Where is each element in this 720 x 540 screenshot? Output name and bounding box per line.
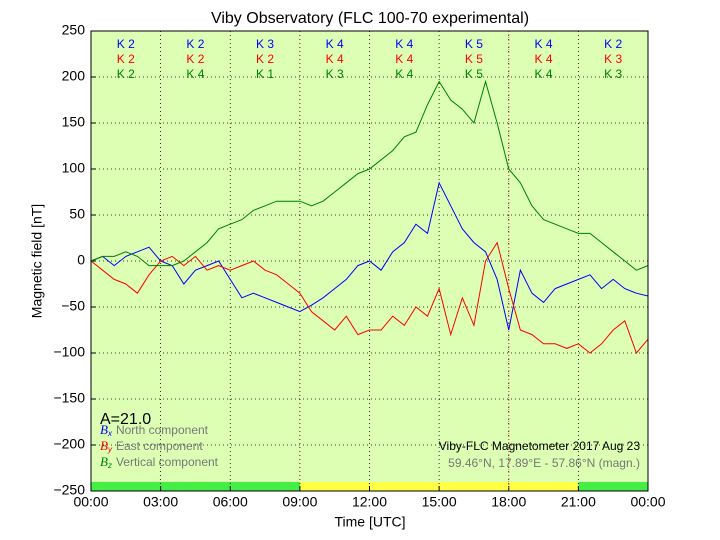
status-segment (578, 482, 648, 491)
k-index: K 1 (256, 67, 274, 81)
k-index: K 5 (465, 52, 483, 66)
x-tick-label: 00:00 (630, 494, 665, 510)
k-index: K 2 (117, 67, 135, 81)
series-line (90, 79, 649, 271)
k-index: K 3 (326, 67, 344, 81)
legend-symbol: B (100, 438, 108, 453)
y-tick-label: 50 (69, 206, 85, 222)
location: 59.46°N, 17.89°E - 57.86°N (magn.) (448, 456, 640, 470)
legend-label: Vertical component (116, 455, 219, 469)
y-tick-label: 150 (62, 114, 86, 130)
k-index: K 5 (465, 37, 483, 51)
a-index: A=21.0 (100, 411, 151, 428)
k-index: K 4 (326, 52, 344, 66)
x-tick-label: 21:00 (561, 494, 596, 510)
legend-entry: By East component (100, 438, 203, 454)
x-tick-label: 18:00 (491, 494, 526, 510)
x-tick-label: 03:00 (143, 494, 178, 510)
y-tick-label: −50 (61, 298, 85, 314)
k-index: K 3 (256, 37, 274, 51)
x-tick-label: 06:00 (213, 494, 248, 510)
legend-entry: Bx North component (100, 422, 209, 438)
legend-symbol: B (100, 454, 108, 469)
x-tick-label: 15:00 (422, 494, 457, 510)
legend-sub: z (107, 461, 112, 470)
x-axis-label: Time [UTC] (334, 514, 405, 530)
k-index: K 2 (186, 37, 204, 51)
k-index: K 2 (604, 37, 622, 51)
y-tick-label: −200 (53, 436, 85, 452)
k-index: K 4 (535, 52, 553, 66)
legend-sub: x (107, 429, 113, 438)
legend-label: East component (116, 439, 203, 453)
k-index: K 4 (535, 67, 553, 81)
series-line (90, 241, 649, 354)
k-index: K 4 (395, 37, 413, 51)
y-tick-label: 0 (77, 252, 85, 268)
legend-sub: y (107, 445, 113, 454)
y-axis-label: Magnetic field [nT] (29, 204, 45, 318)
y-tick-label: 100 (62, 160, 86, 176)
status-segment (91, 482, 300, 491)
legend-label: North component (116, 423, 209, 437)
k-index: K 4 (395, 52, 413, 66)
k-index: K 3 (604, 52, 622, 66)
k-index: K 4 (395, 67, 413, 81)
series-line (90, 181, 649, 331)
k-index: K 3 (604, 67, 622, 81)
k-index: K 2 (117, 52, 135, 66)
station: Viby-FLC Magnetometer 2017 Aug 23 (439, 439, 641, 453)
k-index: K 2 (256, 52, 274, 66)
y-tick-label: −150 (53, 390, 85, 406)
k-index: K 5 (465, 67, 483, 81)
x-tick-label: 12:00 (352, 494, 387, 510)
x-tick-label: 09:00 (282, 494, 317, 510)
plot-frame (90, 30, 649, 492)
chart-title: Viby Observatory (FLC 100-70 experimenta… (211, 10, 529, 27)
k-index: K 4 (535, 37, 553, 51)
x-tick-label: 00:00 (73, 494, 108, 510)
y-tick-label: 250 (62, 22, 86, 38)
k-index: K 4 (326, 37, 344, 51)
legend-symbol: B (100, 422, 108, 437)
y-tick-label: −250 (53, 482, 85, 498)
legend-entry: Bz Vertical component (100, 454, 219, 470)
k-index: K 2 (186, 52, 204, 66)
k-index: K 4 (186, 67, 204, 81)
y-tick-label: −100 (53, 344, 85, 360)
y-tick-label: 200 (62, 68, 86, 84)
k-index: K 2 (117, 37, 135, 51)
